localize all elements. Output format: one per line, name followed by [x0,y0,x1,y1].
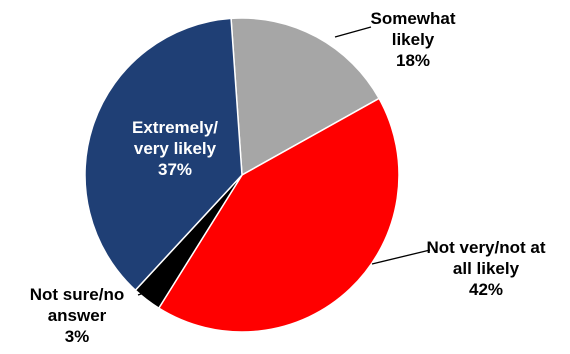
slice-label-line: Somewhat [370,9,455,28]
slice-label-line: likely [392,30,435,49]
leader-line-somewhat-likely [334,26,372,38]
slice-label-line: all likely [453,259,520,278]
slice-label-not-very-not-at-all-likely: Not very/not at all likely 42% [426,238,545,299]
slice-label-line: Not very/not at [426,238,545,257]
slice-label-line: Extremely/ [132,118,218,137]
pie-slice-somewhat-likely [230,17,381,177]
slice-label-line: 37% [158,160,192,179]
slice-label-line: 18% [396,51,430,70]
slice-label-line: very likely [134,139,217,158]
pie-slice-extremely-very-likely [84,17,243,292]
slice-label-line: 3% [65,327,90,346]
leader-line-not-sure-no-answer [137,285,166,296]
slice-label-line: 42% [469,280,503,299]
slice-label-extremely-very-likely: Extremely/very likely 37% [132,118,218,179]
slice-label-somewhat-likely: Somewhat likely 18% [370,9,455,70]
pie-slice-not-very-not-at-all-likely [157,97,400,333]
leader-line-not-very-not-at-all-likely [371,249,431,265]
slice-label-not-sure-no-answer: Not sure/no answer 3% [30,285,124,346]
slice-label-line: Not sure/no [30,285,124,304]
slice-label-line: answer [48,306,107,325]
